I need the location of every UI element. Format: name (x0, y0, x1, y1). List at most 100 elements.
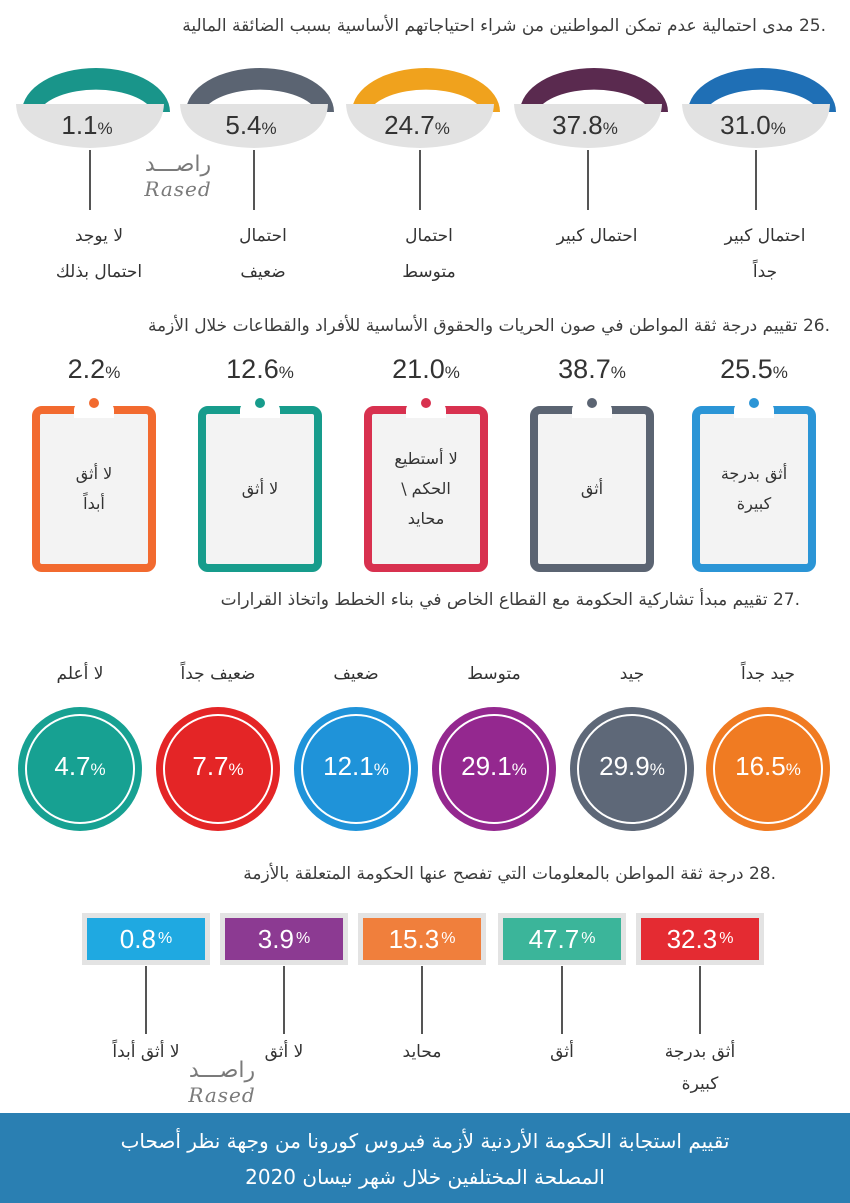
badge-label: لا أستطيع الحكم \ محايد (394, 449, 458, 528)
circle-ring (25, 714, 135, 824)
trust-label: محايد (402, 1042, 442, 1062)
trust-box-fill: 32.3% (641, 918, 759, 960)
q28-title: .28 درجة ثقة المواطن بالمعلومات التي تفص… (243, 864, 776, 884)
badge-percent: 38.7% (522, 354, 662, 385)
value-number: 29.1 (461, 751, 512, 781)
trust-stem (283, 966, 285, 1034)
value-number: 0.8 (119, 923, 156, 954)
gauge-label: احتمال كبير جداً (724, 226, 806, 282)
value-number: 25.5 (720, 354, 773, 384)
rating-circle: 7.7% (156, 707, 280, 831)
value-number: 16.5 (735, 751, 786, 781)
badge-knob (749, 398, 759, 408)
q27-title: .27 تقييم مبدأ تشاركية الحكومة مع القطاع… (220, 590, 800, 610)
gauge-arc (22, 68, 170, 112)
gauge-value: 24.7% (344, 110, 490, 141)
gauge-arc (520, 68, 668, 112)
badge-label: لا أثق (241, 479, 279, 498)
badge-knob (255, 398, 265, 408)
watermark-latin: Rased (188, 1083, 256, 1107)
badge-label: أثق بدرجة كبيرة (720, 464, 788, 513)
value-number: 7.7 (192, 751, 229, 781)
footer-line-2: المصلحة المختلفين خلال شهر نيسان 2020 (245, 1165, 605, 1189)
badge-percent: 21.0% (356, 354, 496, 385)
trust-box-fill: 15.3% (363, 918, 481, 960)
watermark-latin: Rased (144, 177, 212, 201)
gauge-label: احتمال ضعيف (239, 226, 287, 282)
value-unit: % (719, 930, 734, 947)
gauge-label: لا يوجد احتمال بذلك (55, 226, 143, 282)
gauge-arc (186, 68, 334, 112)
value-unit: % (581, 930, 596, 947)
value-unit: % (772, 363, 788, 382)
rating-circle: 4.7% (18, 707, 142, 831)
trust-box: 0.8% (82, 913, 210, 965)
gauge-value: 1.1% (14, 110, 160, 141)
badge-card: أثق (530, 398, 654, 572)
trust-box-fill: 3.9% (225, 918, 343, 960)
circle-label: جيد جداً (740, 664, 796, 684)
gauge-bowl (180, 104, 328, 148)
circle-ring (301, 714, 411, 824)
value-number: 12.1 (323, 751, 374, 781)
circle-label: جيد (619, 664, 645, 684)
circle-ring (713, 714, 823, 824)
badge-knob (421, 398, 431, 408)
watermark-logo-top: راصـــد Rased (128, 152, 228, 201)
value-number: 12.6 (226, 354, 279, 384)
value-unit: % (261, 119, 277, 138)
badge-label: أثق (580, 479, 604, 498)
gauge-value: 5.4% (178, 110, 324, 141)
badge-cap (406, 402, 446, 418)
circle-ring (163, 714, 273, 824)
value-unit: % (105, 363, 121, 382)
watermark-arabic: راصـــد (144, 152, 212, 177)
value-number: 31.0 (720, 110, 771, 140)
gauge-item: 5.4% احتمال ضعيف (178, 60, 338, 282)
circle-ring (577, 714, 687, 824)
circle-value: 16.5% (706, 751, 830, 782)
gauge-bowl (16, 104, 164, 148)
value-unit: % (441, 930, 456, 947)
trust-stem (421, 966, 423, 1034)
trust-stem (699, 966, 701, 1034)
value-number: 21.0 (392, 354, 445, 384)
rating-circle: 16.5% (706, 707, 830, 831)
value-number: 15.3 (388, 923, 440, 954)
gauge-item: 1.1% لا يوجد احتمال بذلك (14, 60, 174, 282)
gauge-label: احتمال متوسط (402, 226, 456, 282)
gauge-graphic (180, 68, 334, 210)
badge-card: لا أثق (198, 398, 322, 572)
value-number: 5.4 (225, 110, 262, 140)
value-unit: % (90, 760, 106, 779)
gauge-value: 31.0% (680, 110, 826, 141)
gauge-graphic (514, 68, 668, 210)
gauge-label: احتمال كبير (556, 226, 638, 246)
trust-label: أثق بدرجة كبيرة (664, 1042, 736, 1094)
value-unit: % (511, 760, 527, 779)
value-number: 47.7 (528, 923, 580, 954)
value-unit: % (278, 363, 294, 382)
value-number: 1.1 (61, 110, 98, 140)
circle-ring (439, 714, 549, 824)
value-number: 37.8 (552, 110, 603, 140)
trust-stem (561, 966, 563, 1034)
badge-cap (572, 402, 612, 418)
value-unit: % (602, 119, 618, 138)
badge-knob (587, 398, 597, 408)
value-unit: % (157, 930, 173, 947)
gauge-bowl (346, 104, 494, 148)
footer-banner: تقييم استجابة الحكومة الأردنية لأزمة فير… (0, 1113, 850, 1203)
gauge-item: 24.7% احتمال متوسط (344, 60, 504, 282)
badge-percent: 25.5% (684, 354, 824, 385)
value-number: 29.9 (599, 751, 650, 781)
gauge-graphic (682, 68, 836, 210)
trust-stem (145, 966, 147, 1034)
trust-box: 32.3% (636, 913, 764, 965)
badge-label: لا أثق أبداً (75, 464, 113, 513)
gauge-graphic (346, 68, 500, 210)
circle-value: 12.1% (294, 751, 418, 782)
badge-cap (734, 402, 774, 418)
badge-card: لا أستطيع الحكم \ محايد (364, 398, 488, 572)
value-unit: % (97, 119, 113, 138)
